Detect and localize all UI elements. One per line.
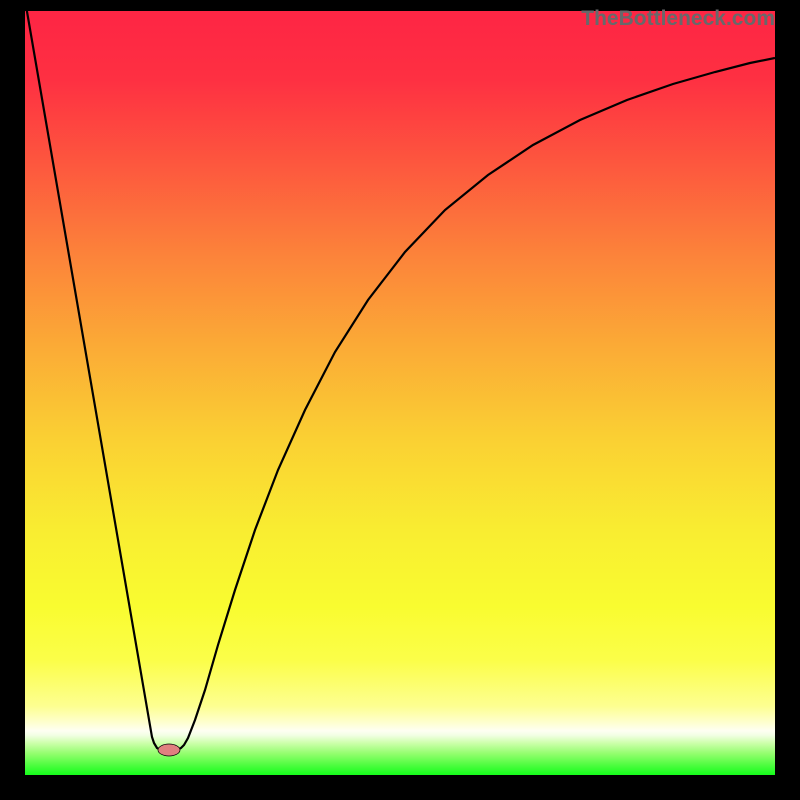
watermark-text: TheBottleneck.com xyxy=(581,7,775,31)
plot-area: TheBottleneck.com xyxy=(25,11,775,775)
chart-svg xyxy=(25,11,775,775)
optimal-marker xyxy=(158,744,180,756)
gradient-background xyxy=(25,11,775,775)
chart-outer: TheBottleneck.com xyxy=(0,0,800,800)
